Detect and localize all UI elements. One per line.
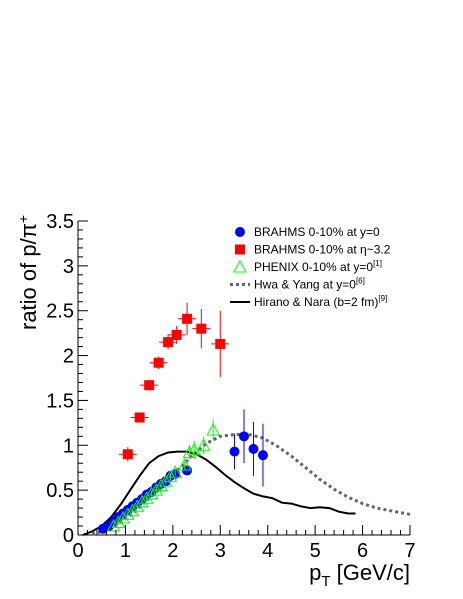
phenix-point <box>144 486 159 500</box>
y-axis-title-superscript: + <box>15 215 31 223</box>
y-tick-label: 0 <box>63 525 74 547</box>
y-tick-label: 3.5 <box>46 211 74 233</box>
legend-label-text: PHENIX 0-10% at y=0 <box>254 260 373 274</box>
legend-label-text: BRAHMS 0-10% at y=0 <box>254 225 380 239</box>
legend-swatch-brahms-eta32 <box>235 244 245 255</box>
legend-label-hirano-nara: Hirano & Nara (b=2 fm)[9] <box>254 294 387 309</box>
y-tick-labels: 0 0.5 1 1.5 2 2.5 3 3.5 <box>46 211 74 547</box>
x-tick-label: 5 <box>310 540 321 562</box>
x-axis-title: pT [GeV/c] <box>309 560 410 590</box>
phenix-point <box>168 465 183 478</box>
y-tick-label: 2 <box>63 346 74 368</box>
phenix-point <box>139 491 154 504</box>
y-tick-label: 3 <box>63 256 74 278</box>
plot-frame <box>77 221 410 536</box>
brahms-eta32-point <box>134 412 145 423</box>
phenix-point <box>206 422 221 436</box>
legend-label-reference: [1] <box>373 259 382 268</box>
brahms-eta32-point <box>144 380 155 391</box>
brahms-eta32-point <box>153 357 164 368</box>
legend-label-text: Hirano & Nara (b=2 fm) <box>254 295 378 309</box>
brahms-y0-point <box>239 431 249 442</box>
x-axis-title-main: p <box>309 560 321 585</box>
x-tick-label: 1 <box>120 540 131 562</box>
axis-ticks <box>77 220 411 536</box>
y-tick-label: 2.5 <box>46 301 74 323</box>
x-tick-label: 0 <box>72 540 83 562</box>
brahms-eta32-point <box>122 449 133 460</box>
phenix-point <box>187 442 202 456</box>
x-tick-label: 3 <box>215 540 226 562</box>
legend-label-phenix: PHENIX 0-10% at y=0[1] <box>254 259 382 274</box>
x-tick-label: 2 <box>167 540 178 562</box>
hirano-nara-curve <box>82 450 356 536</box>
x-tick-label: 6 <box>357 540 368 562</box>
y-tick-label: 0.5 <box>46 480 74 502</box>
legend-label-text: Hwa & Yang at y=0 <box>254 278 356 292</box>
x-axis-title-subscript: T <box>321 573 330 590</box>
phenix-point <box>106 518 121 532</box>
x-tick-labels: 0 1 2 3 4 5 6 7 <box>72 540 415 562</box>
brahms-eta32-point <box>163 337 174 348</box>
legend-label-text: BRAHMS 0-10% at η~3.2 <box>254 243 391 257</box>
legend-label-hwa-yang: Hwa & Yang at y=0[6] <box>254 277 365 292</box>
brahms-eta32-point <box>171 329 182 340</box>
y-tick-label: 1.5 <box>46 390 74 412</box>
x-tick-label: 4 <box>262 540 273 562</box>
brahms-y0-point <box>248 443 259 454</box>
legend-swatch-brahms-y0 <box>235 227 245 237</box>
brahms-y0-point <box>257 450 268 461</box>
y-axis-title: ratio of p/π+ <box>15 215 41 330</box>
legend-label-brahms-eta32: BRAHMS 0-10% at η~3.2 <box>254 243 391 257</box>
y-tick-label: 1 <box>63 435 74 457</box>
y-axis-title-main: ratio of p/π <box>16 223 41 330</box>
legend-label-reference: [6] <box>356 277 365 286</box>
brahms-eta32-point <box>196 323 207 334</box>
phenix-point <box>116 510 130 524</box>
x-axis-title-unit: [GeV/c] <box>331 560 410 585</box>
phenix-point <box>196 438 211 451</box>
phenix-point <box>182 445 197 458</box>
legend: BRAHMS 0-10% at y=0 BRAHMS 0-10% at η~3.2… <box>230 225 391 309</box>
brahms-eta32-point <box>182 313 193 324</box>
legend-label-brahms-y0: BRAHMS 0-10% at y=0 <box>254 225 380 239</box>
phenix-point <box>149 483 164 496</box>
phenix-point <box>120 507 135 520</box>
brahms-y0-point <box>229 446 240 457</box>
phenix-point <box>158 474 173 487</box>
phenix-point <box>111 515 126 528</box>
phenix-point <box>135 494 149 508</box>
phenix-point <box>163 469 178 483</box>
phenix-point <box>177 457 192 471</box>
phenix-point <box>125 503 140 517</box>
x-tick-label: 7 <box>404 540 415 562</box>
phenix-point <box>154 478 168 492</box>
phenix-point <box>130 499 145 512</box>
marker-layer <box>98 302 268 534</box>
brahms-eta32-point <box>215 338 226 349</box>
legend-label-reference: [9] <box>378 294 387 303</box>
legend-swatch-phenix <box>233 259 247 273</box>
